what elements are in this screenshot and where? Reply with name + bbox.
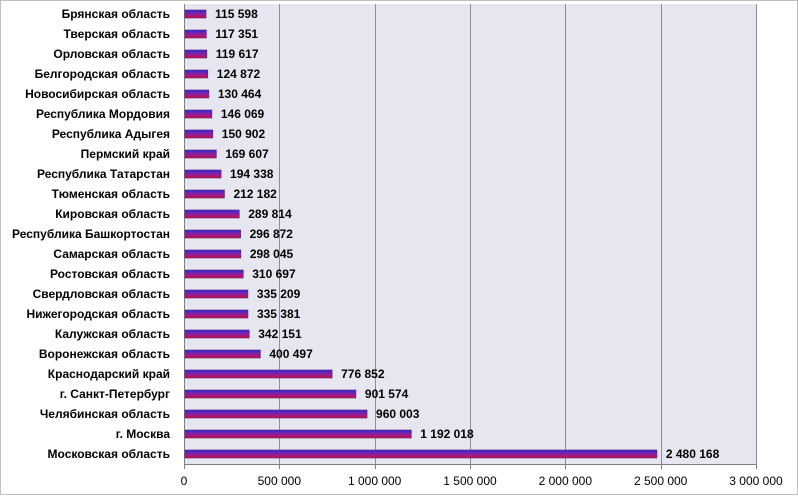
bar	[184, 229, 241, 239]
category-label: Кировская область	[55, 207, 170, 221]
data-label: 146 069	[221, 107, 265, 121]
value-labels: 115 598 117 351 119 617 124 872 130 464 146 0…	[215, 7, 720, 461]
data-label: 124 872	[217, 67, 261, 81]
data-label: 130 464	[218, 87, 262, 101]
data-label: 335 209	[257, 287, 301, 301]
bar	[184, 149, 217, 159]
x-axis-tick-labels: 0 500 000 1 000 000 1 500 000 2 000 000 2 500…	[181, 464, 783, 488]
x-tick-label: 1 000 000	[348, 474, 402, 488]
x-tick-label: 0	[181, 474, 188, 488]
data-label: 901 574	[365, 387, 409, 401]
category-label: Белгородская область	[35, 67, 170, 81]
category-label: Тверская область	[64, 27, 170, 41]
bar	[184, 189, 225, 199]
bar	[184, 209, 240, 219]
bar	[184, 449, 658, 459]
category-label: Республика Башкортостан	[12, 227, 170, 241]
data-label: 960 003	[376, 407, 420, 421]
data-label: 310 697	[252, 267, 296, 281]
bar	[184, 29, 207, 39]
data-label: 169 607	[225, 147, 269, 161]
bar	[184, 109, 213, 119]
x-tick-label: 3 000 000	[729, 474, 783, 488]
data-label: 400 497	[269, 347, 313, 361]
data-label: 119 617	[216, 47, 259, 61]
bar	[184, 129, 214, 139]
bar	[184, 309, 249, 319]
bar	[184, 9, 207, 19]
bar	[184, 49, 208, 59]
bar	[184, 289, 249, 299]
data-label: 1 192 018	[420, 427, 474, 441]
category-label: Республика Адыгея	[52, 127, 170, 141]
category-label: Орловская область	[53, 47, 170, 61]
category-label: Брянская область	[62, 7, 170, 21]
x-tick-label: 2 000 000	[539, 474, 593, 488]
data-label: 150 902	[222, 127, 266, 141]
bar	[184, 249, 242, 259]
x-tick-label: 500 000	[258, 474, 302, 488]
data-label: 296 872	[250, 227, 294, 241]
bar	[184, 429, 412, 439]
data-label: 289 814	[248, 207, 292, 221]
category-label: Тюменская область	[52, 187, 170, 201]
category-label: Республика Мордовия	[36, 107, 170, 121]
data-label: 335 381	[257, 307, 301, 321]
data-label: 117 351	[215, 27, 258, 41]
category-label: Нижегородская область	[26, 307, 170, 321]
category-label: Ростовская область	[50, 267, 170, 281]
bar	[184, 269, 244, 279]
data-label: 194 338	[230, 167, 274, 181]
category-label: г. Санкт-Петербург	[60, 387, 170, 401]
bar	[184, 329, 250, 339]
category-label: Республика Татарстан	[37, 167, 170, 181]
x-tick-label: 2 500 000	[634, 474, 688, 488]
data-label: 776 852	[341, 367, 385, 381]
category-label: Самарская область	[53, 247, 170, 261]
bars	[184, 9, 658, 459]
category-label: Краснодарский край	[48, 367, 170, 381]
category-label: г. Москва	[116, 427, 171, 441]
data-label: 298 045	[250, 247, 294, 261]
data-label: 2 480 168	[666, 447, 720, 461]
category-label: Свердловская область	[33, 287, 170, 301]
category-label: Челябинская область	[40, 407, 170, 421]
category-label: Новосибирская область	[25, 87, 170, 101]
category-label: Московская область	[48, 447, 170, 461]
data-label: 342 151	[258, 327, 302, 341]
bar	[184, 409, 368, 419]
bar	[184, 69, 209, 79]
bar	[184, 389, 357, 399]
data-label: 212 182	[233, 187, 277, 201]
category-labels: Брянская область Тверская область Орловска…	[12, 7, 170, 461]
category-label: Калужская область	[55, 327, 170, 341]
x-tick-label: 1 500 000	[443, 474, 497, 488]
bar	[184, 89, 210, 99]
category-label: Пермский край	[81, 147, 170, 161]
bar	[184, 369, 333, 379]
bar	[184, 349, 261, 359]
data-label: 115 598	[215, 7, 258, 21]
bar	[184, 169, 222, 179]
category-label: Воронежская область	[39, 347, 170, 361]
